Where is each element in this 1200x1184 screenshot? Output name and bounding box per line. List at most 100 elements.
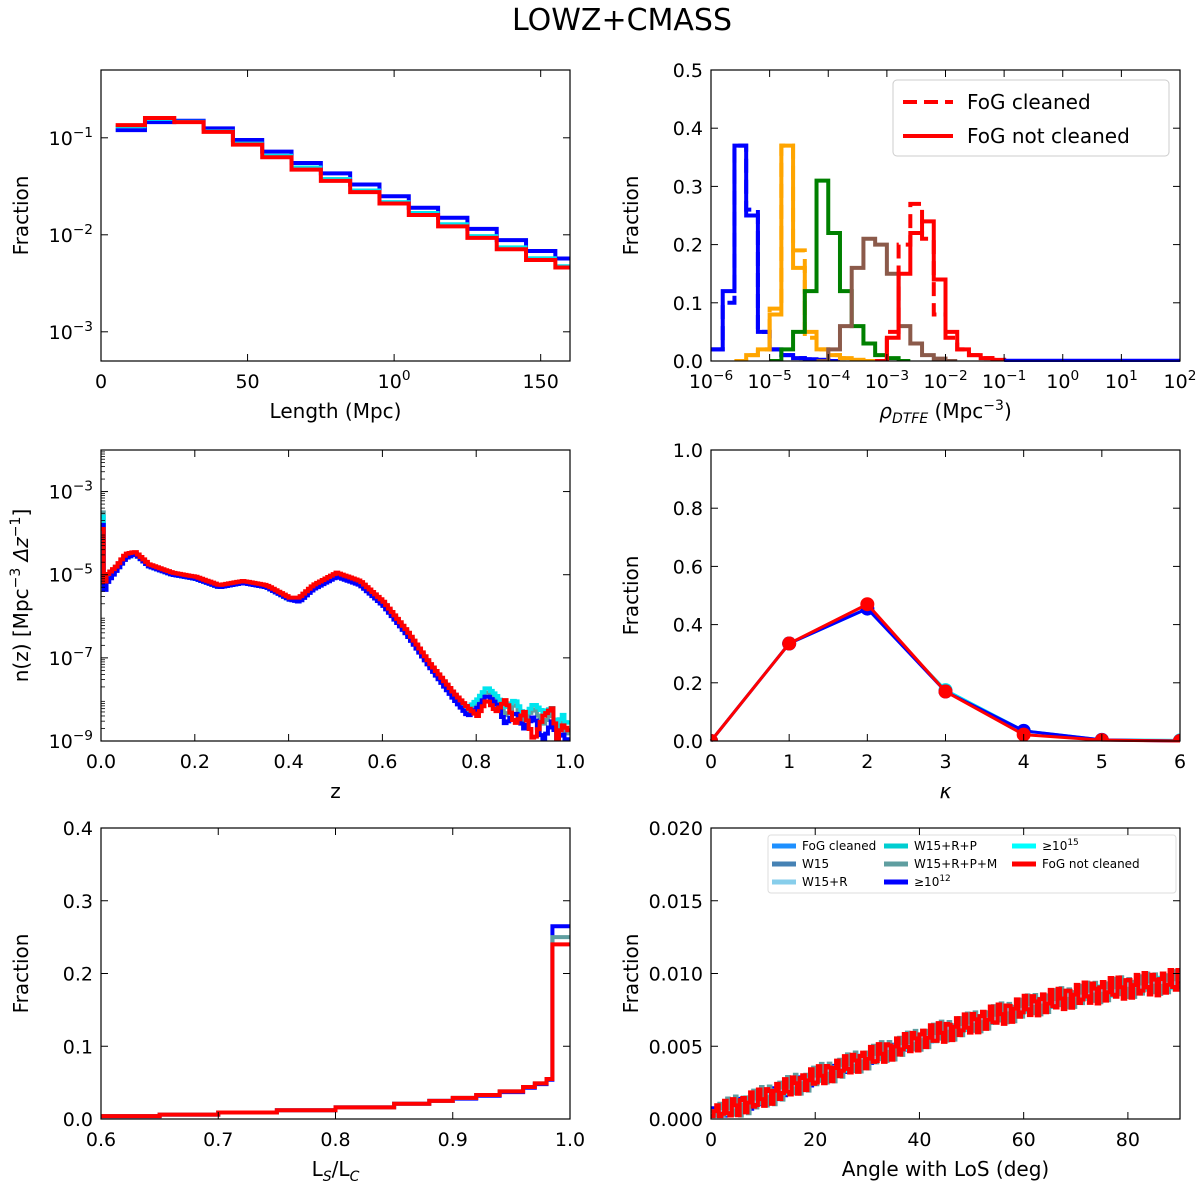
kappa-line <box>709 606 1181 742</box>
kappa-point <box>711 734 718 741</box>
length-ylabel: Fraction <box>9 176 33 256</box>
kappa-point <box>938 684 953 699</box>
angle-ytick-label: 0.010 <box>649 964 703 986</box>
ratio-frame <box>100 827 571 1120</box>
density-xtick-label: 10−1 <box>982 368 1026 393</box>
length-xtick-label: 50 <box>235 371 259 393</box>
ratio-ytick-label: 0.4 <box>63 818 93 840</box>
chart-length: 0 50 100 150 10−3 10−2 10−1 Length (Mpc) Fractio… <box>9 69 571 423</box>
kappa-xtick-label: 4 <box>1018 751 1030 773</box>
ratio-ytick-label: 0.0 <box>63 1109 93 1131</box>
angle-legend-box <box>767 834 1177 894</box>
nz-ytick-label: 10−3 <box>49 479 93 504</box>
ratio-series <box>101 942 570 1119</box>
kappa-ytick-label: 0.2 <box>673 673 703 695</box>
density-ytick-label: 0.0 <box>673 351 703 373</box>
kappa-ytick-label: 0.6 <box>673 556 703 578</box>
angle-legend-label-6: ≥1015 <box>1042 838 1079 853</box>
length-xtick-label: 100 <box>378 368 411 393</box>
kappa-line <box>709 602 1181 743</box>
legend-label-1: FoG not cleaned <box>967 124 1130 148</box>
kappa-xtick-label: 6 <box>1174 751 1186 773</box>
nz-ytick-label: 10−7 <box>49 645 93 670</box>
chart-kappa: 0 1 2 3 4 5 6 0.0 0.2 0.4 0.6 0.8 1.0 κ Fraction <box>619 440 1186 803</box>
density-series <box>711 143 840 361</box>
density-xtick-label: 10−6 <box>689 368 733 393</box>
angle-ytick-label: 0.000 <box>649 1109 703 1131</box>
kappa-ytick-label: 0.4 <box>673 615 703 637</box>
angle-legend-label-4: W15+R+P+M <box>914 857 997 871</box>
nz-xtick-label: 0.6 <box>367 751 397 773</box>
density-series <box>711 143 840 361</box>
density-ytick-label: 0.3 <box>673 176 703 198</box>
ratio-xlabel: LS/LC <box>312 1157 360 1184</box>
angle-xtick-label: 40 <box>907 1129 931 1151</box>
nz-frame <box>100 449 571 742</box>
nz-ylabel: n(z) [Mpc−3 Δz−1] <box>8 509 33 683</box>
angle-series <box>711 967 1180 1119</box>
density-ytick-label: 0.1 <box>673 293 703 315</box>
ratio-xtick-label: 1.0 <box>555 1129 585 1151</box>
length-frame <box>100 69 571 362</box>
chart-nz: 0.0 0.2 0.4 0.6 0.8 1.0 10−9 10−7 10−5 10−3 z n(z) … <box>8 449 585 803</box>
density-ylabel: Fraction <box>619 176 643 256</box>
legend-label-0: FoG cleaned <box>967 90 1091 114</box>
nz-xtick-label: 0.2 <box>180 751 210 773</box>
ratio-ylabel: Fraction <box>9 934 33 1014</box>
kappa-xtick-label: 2 <box>861 751 873 773</box>
length-series <box>115 118 570 261</box>
ratio-ytick-label: 0.3 <box>63 891 93 913</box>
kappa-xtick-label: 3 <box>939 751 951 773</box>
angle-legend-label-0: FoG cleaned <box>802 839 876 853</box>
ratio-ytick-label: 0.2 <box>63 964 93 986</box>
kappa-ytick-label: 1.0 <box>673 440 703 462</box>
angle-xtick-label: 0 <box>705 1129 717 1151</box>
chart-ratio: 0.6 0.7 0.8 0.9 1.0 0.0 0.1 0.2 0.3 0.4 LS/LC Fract… <box>9 818 585 1184</box>
density-ytick-label: 0.5 <box>673 60 703 82</box>
figure-title: LOWZ+CMASS <box>512 3 732 38</box>
kappa-ytick-label: 0.8 <box>673 498 703 520</box>
angle-xlabel: Angle with LoS (deg) <box>842 1157 1049 1181</box>
ratio-ytick-label: 0.1 <box>63 1036 93 1058</box>
density-xlabel: ρDTFE (Mpc−3) <box>879 398 1012 427</box>
density-legend-box <box>892 79 1170 157</box>
kappa-xlabel: κ <box>940 779 952 803</box>
length-xtick-label: 150 <box>523 371 559 393</box>
density-xtick-label: 10−5 <box>747 368 791 393</box>
angle-legend: FoG cleaned W15 W15+R W15+R+P W15+R+P+M ≥1012… <box>767 834 1177 894</box>
kappa-line <box>709 606 1181 743</box>
density-series <box>875 219 1016 361</box>
ratio-series <box>101 924 570 1119</box>
angle-legend-label-3: W15+R+P <box>914 839 977 853</box>
kappa-xtick-label: 0 <box>705 751 717 773</box>
angle-ytick-label: 0.020 <box>649 818 703 840</box>
length-ytick-label: 10−2 <box>49 222 93 247</box>
density-xtick-label: 101 <box>1105 368 1138 393</box>
nz-xtick-label: 0.0 <box>86 751 116 773</box>
density-ytick-label: 0.2 <box>673 235 703 257</box>
kappa-point <box>860 597 875 612</box>
density-xtick-label: 102 <box>1164 368 1197 393</box>
density-xtick-label: 100 <box>1046 368 1079 393</box>
kappa-point <box>1173 734 1180 741</box>
angle-legend-label-7: FoG not cleaned <box>1042 857 1140 871</box>
nz-xlabel: z <box>330 779 341 803</box>
nz-ytick-label: 10−5 <box>49 562 93 587</box>
chart-angle: FoG cleaned W15 W15+R W15+R+P W15+R+P+M ≥1012… <box>619 818 1181 1181</box>
density-xtick-label: 10−3 <box>865 368 909 393</box>
kappa-ytick-label: 0.0 <box>673 731 703 753</box>
nz-ytick-label: 10−9 <box>49 728 93 753</box>
length-series <box>115 116 570 270</box>
density-ytick-label: 0.4 <box>673 118 703 140</box>
nz-xtick-label: 0.4 <box>273 751 303 773</box>
density-series <box>875 201 1016 361</box>
angle-xtick-label: 60 <box>1012 1129 1036 1151</box>
density-series <box>816 236 958 361</box>
kappa-ylabel: Fraction <box>619 556 643 636</box>
length-ytick-label: 10−1 <box>49 125 93 150</box>
nz-series <box>101 514 570 734</box>
nz-xtick-label: 1.0 <box>555 751 585 773</box>
nz-xtick-label: 0.8 <box>461 751 491 773</box>
density-legend: FoG cleaned FoG not cleaned <box>892 79 1170 157</box>
